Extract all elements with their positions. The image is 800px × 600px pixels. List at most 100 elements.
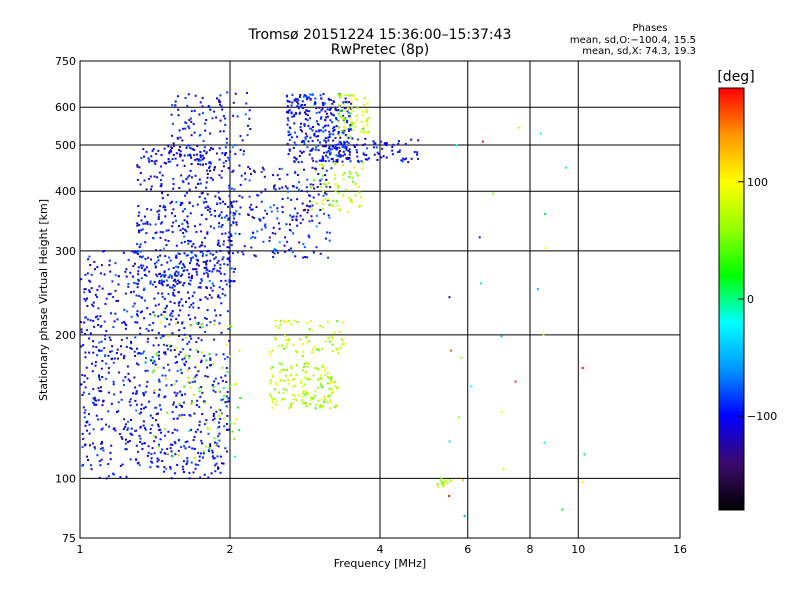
data-point	[183, 333, 186, 336]
data-point	[345, 157, 348, 160]
data-point	[292, 232, 295, 235]
data-point	[200, 339, 203, 342]
data-point	[129, 458, 132, 461]
data-point	[227, 218, 230, 221]
data-point	[315, 146, 317, 149]
data-point	[186, 269, 189, 272]
data-point	[183, 154, 186, 157]
data-point	[112, 361, 115, 364]
data-point	[216, 295, 219, 298]
data-point	[185, 463, 188, 466]
data-point	[217, 467, 219, 470]
data-point	[213, 380, 216, 383]
data-point	[148, 324, 151, 326]
data-point	[230, 244, 233, 247]
data-point	[334, 162, 337, 165]
data-point	[341, 131, 344, 134]
data-point	[169, 274, 172, 277]
data-point	[335, 200, 338, 203]
data-point	[170, 150, 173, 153]
data-point	[153, 452, 156, 455]
data-point	[125, 448, 128, 451]
data-point	[305, 95, 307, 97]
data-point	[342, 194, 345, 197]
data-point	[209, 358, 212, 361]
data-point	[218, 322, 221, 325]
data-point	[89, 319, 92, 322]
data-point	[283, 244, 286, 247]
data-point	[295, 350, 297, 353]
data-point	[187, 154, 189, 157]
data-point	[286, 342, 289, 345]
data-point	[228, 385, 231, 387]
data-point	[183, 269, 186, 272]
data-point	[164, 452, 167, 455]
data-point	[291, 393, 294, 396]
data-point	[153, 435, 156, 438]
data-point	[191, 274, 193, 277]
data-point	[271, 349, 274, 352]
data-point	[275, 325, 277, 328]
data-point	[134, 336, 137, 339]
data-point	[173, 383, 176, 386]
data-point	[331, 121, 334, 124]
data-point	[92, 401, 94, 404]
data-point	[151, 149, 154, 152]
data-point	[210, 364, 212, 366]
data-point	[168, 369, 171, 372]
data-point	[210, 146, 213, 149]
data-point	[328, 135, 331, 138]
data-point	[170, 318, 173, 321]
data-point	[398, 150, 401, 153]
data-point	[365, 154, 368, 156]
data-point	[314, 97, 317, 100]
data-point	[212, 415, 215, 417]
data-point	[161, 231, 164, 234]
data-point	[171, 310, 174, 313]
data-point	[162, 274, 165, 277]
data-point	[163, 147, 166, 150]
data-point	[232, 101, 235, 104]
chart-subtitle: RwPretec (8p)	[331, 42, 429, 58]
data-point	[360, 120, 363, 123]
data-point	[176, 282, 179, 285]
data-point	[100, 418, 103, 421]
data-point	[176, 321, 179, 324]
data-point	[112, 380, 115, 383]
data-point	[367, 157, 370, 160]
data-point	[142, 350, 145, 353]
data-point	[218, 215, 221, 218]
data-point	[204, 163, 207, 165]
data-point	[303, 362, 306, 365]
data-point	[212, 457, 215, 460]
data-point	[241, 139, 244, 142]
data-point	[303, 383, 306, 386]
data-point	[112, 296, 115, 298]
data-point	[187, 93, 190, 96]
data-point	[321, 164, 324, 167]
data-point	[220, 413, 223, 416]
data-point	[278, 222, 280, 225]
data-point	[289, 223, 291, 226]
data-point	[134, 282, 137, 285]
data-point	[197, 163, 200, 166]
data-point	[311, 93, 314, 96]
data-point	[146, 369, 149, 372]
data-point	[165, 229, 168, 232]
data-point	[581, 480, 584, 483]
data-point	[180, 446, 183, 448]
data-point	[300, 379, 302, 382]
data-point	[317, 193, 320, 196]
data-point	[316, 378, 319, 381]
data-point	[297, 394, 300, 397]
data-point	[115, 300, 118, 302]
data-point	[322, 157, 325, 160]
data-point	[481, 140, 484, 143]
data-point	[244, 172, 246, 175]
data-point	[337, 132, 340, 135]
data-point	[222, 417, 225, 420]
data-point	[205, 419, 208, 422]
data-point	[153, 262, 156, 265]
data-point	[234, 232, 237, 235]
data-point	[328, 133, 331, 136]
